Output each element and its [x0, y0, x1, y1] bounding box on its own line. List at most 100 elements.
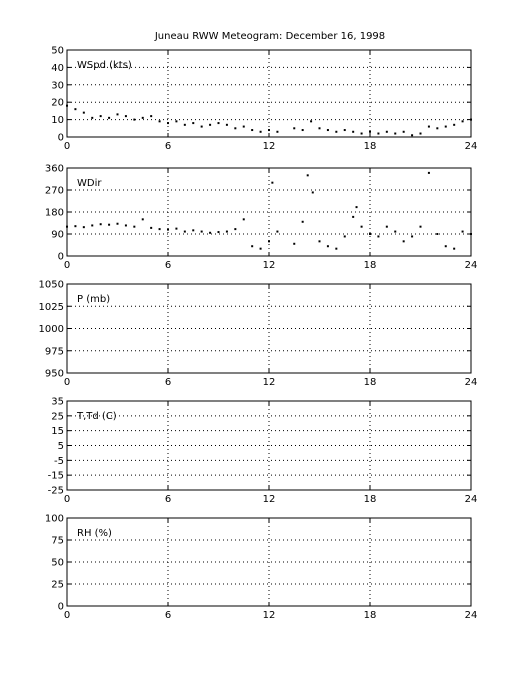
- data-point: [268, 129, 270, 132]
- data-point: [335, 247, 338, 250]
- data-point: [99, 223, 102, 226]
- y-tick-label: 50: [51, 46, 64, 57]
- x-tick-label: 12: [263, 260, 276, 271]
- data-point: [453, 123, 456, 126]
- y-tick-label: 75: [51, 536, 64, 547]
- y-tick-label: 0: [58, 133, 64, 144]
- x-tick-label: 6: [165, 494, 171, 505]
- data-point: [234, 127, 237, 130]
- data-point: [326, 129, 329, 132]
- data-point: [301, 220, 304, 223]
- data-point: [276, 230, 279, 233]
- x-tick-label: 0: [64, 141, 70, 152]
- panel-label: P (mb): [77, 294, 110, 305]
- data-point: [343, 235, 346, 238]
- data-point: [209, 123, 212, 126]
- y-tick-label: -5: [54, 456, 64, 467]
- y-tick-label: 0: [58, 252, 64, 263]
- data-point: [158, 228, 161, 231]
- y-tick-label: 10: [51, 115, 64, 126]
- data-point: [116, 113, 119, 116]
- data-point: [251, 245, 254, 248]
- x-tick-label: 24: [465, 141, 478, 152]
- panel-3: 0 6 12 18 24 950 975 1000 1025 1050 P (mb): [39, 280, 478, 389]
- data-point: [167, 122, 169, 125]
- y-tick-label: 15: [51, 426, 64, 437]
- y-tick-label: 270: [45, 186, 64, 197]
- panel-1: 0 6 12 18 24 0 10 20 30 40 50 WSpd (kts): [51, 46, 477, 153]
- data-point: [209, 231, 212, 234]
- data-point: [124, 224, 127, 227]
- data-point: [158, 120, 161, 123]
- data-point: [394, 230, 397, 233]
- data-point: [150, 226, 153, 229]
- chart-title: Juneau RWW Meteogram: December 16, 1998: [154, 31, 386, 42]
- data-point: [192, 229, 195, 232]
- x-tick-label: 0: [64, 494, 70, 505]
- panel-2: 0 6 12 18 24 0 90 180 270 360 WDir: [45, 164, 477, 272]
- data-point: [82, 111, 85, 114]
- x-tick-label: 18: [364, 260, 377, 271]
- data-point: [175, 227, 178, 230]
- data-point: [66, 104, 68, 107]
- data-point: [167, 228, 169, 231]
- data-point: [385, 225, 388, 228]
- y-tick-label: 25: [51, 580, 64, 591]
- data-point: [326, 245, 329, 248]
- data-point: [352, 215, 355, 218]
- data-point: [82, 226, 85, 229]
- y-tick-label: -25: [48, 486, 64, 497]
- data-point: [200, 230, 203, 233]
- data-point: [360, 225, 363, 228]
- x-tick-label: 24: [465, 260, 478, 271]
- y-tick-label: 1000: [39, 324, 64, 335]
- data-point: [419, 132, 422, 135]
- x-tick-label: 24: [465, 610, 478, 621]
- data-point: [318, 127, 321, 130]
- y-tick-label: 25: [51, 411, 64, 422]
- data-point: [318, 240, 321, 243]
- y-tick-label: 50: [51, 558, 64, 569]
- data-point: [66, 225, 68, 228]
- data-point: [385, 130, 388, 133]
- panel-label: WSpd (kts): [77, 60, 132, 71]
- data-point: [310, 120, 313, 123]
- data-point: [470, 118, 472, 121]
- y-tick-label: 20: [51, 98, 64, 109]
- data-point: [352, 130, 355, 133]
- y-tick-label: 1050: [39, 280, 64, 291]
- panel-4: 0 6 12 18 24 -25 -15 -5 5 15 25 35 T,Td (C): [48, 397, 478, 506]
- data-point: [377, 132, 380, 135]
- data-point: [242, 125, 245, 128]
- data-point: [276, 130, 279, 133]
- data-point: [377, 235, 380, 238]
- y-tick-label: 30: [51, 80, 64, 91]
- data-point: [124, 115, 127, 118]
- data-point: [453, 247, 456, 250]
- x-tick-label: 24: [465, 377, 478, 388]
- data-point: [343, 129, 346, 132]
- data-point: [133, 225, 136, 228]
- data-point: [461, 230, 464, 233]
- x-tick-label: 6: [165, 377, 171, 388]
- data-point: [133, 118, 136, 121]
- y-tick-label: 100: [45, 514, 64, 525]
- data-point: [234, 228, 237, 231]
- data-point: [108, 116, 111, 119]
- data-point: [192, 122, 195, 125]
- data-point: [419, 225, 422, 228]
- y-tick-label: 950: [45, 369, 64, 380]
- data-point: [444, 245, 447, 248]
- x-tick-label: 6: [165, 141, 171, 152]
- x-tick-label: 0: [64, 610, 70, 621]
- x-tick-label: 12: [263, 141, 276, 152]
- x-tick-label: 0: [64, 377, 70, 388]
- data-point: [369, 233, 371, 235]
- data-point: [394, 132, 397, 135]
- data-point: [411, 134, 414, 137]
- data-point: [225, 230, 228, 233]
- y-tick-label: 0: [58, 602, 64, 613]
- x-tick-label: 18: [364, 141, 377, 152]
- data-point: [183, 123, 186, 126]
